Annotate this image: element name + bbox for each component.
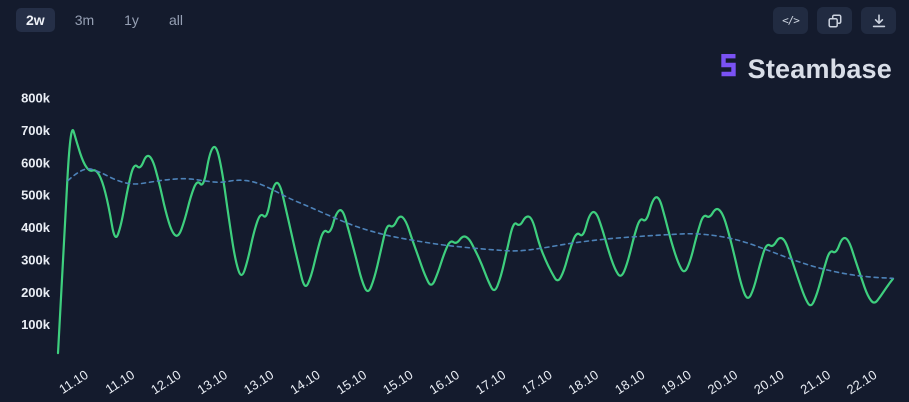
download-icon xyxy=(872,13,886,28)
svg-text:12.10: 12.10 xyxy=(148,367,183,397)
svg-text:500k: 500k xyxy=(21,188,51,203)
embed-code-button[interactable]: </> xyxy=(773,7,808,34)
svg-text:800k: 800k xyxy=(21,91,51,106)
svg-text:18.10: 18.10 xyxy=(566,367,601,397)
svg-text:17.10: 17.10 xyxy=(519,367,554,397)
time-range-selector: 2w 3m 1y all xyxy=(16,8,193,32)
svg-text:15.10: 15.10 xyxy=(334,367,369,397)
svg-text:19.10: 19.10 xyxy=(658,367,693,397)
range-1y-button[interactable]: 1y xyxy=(114,8,149,32)
svg-text:400k: 400k xyxy=(21,220,51,235)
svg-text:700k: 700k xyxy=(21,123,51,138)
download-button[interactable] xyxy=(861,7,896,34)
svg-text:11.10: 11.10 xyxy=(56,367,91,397)
svg-text:200k: 200k xyxy=(21,285,51,300)
svg-text:100k: 100k xyxy=(21,317,51,332)
svg-text:20.10: 20.10 xyxy=(751,367,786,397)
code-icon: </> xyxy=(782,14,800,27)
chart-action-buttons: </> xyxy=(773,7,896,34)
svg-text:13.10: 13.10 xyxy=(241,367,276,397)
steambase-logo-icon xyxy=(718,53,739,85)
svg-text:300k: 300k xyxy=(21,252,51,267)
steambase-logo[interactable]: Steambase xyxy=(718,53,892,85)
svg-text:600k: 600k xyxy=(21,155,51,170)
range-all-button[interactable]: all xyxy=(159,8,193,32)
svg-text:16.10: 16.10 xyxy=(426,367,461,397)
brand-name: Steambase xyxy=(747,53,892,84)
svg-text:17.10: 17.10 xyxy=(473,367,508,397)
range-2w-button[interactable]: 2w xyxy=(16,8,55,32)
svg-text:11.10: 11.10 xyxy=(103,367,138,397)
svg-text:14.10: 14.10 xyxy=(287,367,322,397)
copy-icon xyxy=(827,13,842,28)
copy-button[interactable] xyxy=(817,7,852,34)
svg-text:13.10: 13.10 xyxy=(195,367,230,397)
svg-text:15.10: 15.10 xyxy=(380,367,415,397)
range-3m-button[interactable]: 3m xyxy=(65,8,104,32)
svg-text:18.10: 18.10 xyxy=(612,367,647,397)
svg-text:21.10: 21.10 xyxy=(798,367,833,397)
svg-text:22.10: 22.10 xyxy=(844,367,879,397)
svg-text:20.10: 20.10 xyxy=(705,367,740,397)
